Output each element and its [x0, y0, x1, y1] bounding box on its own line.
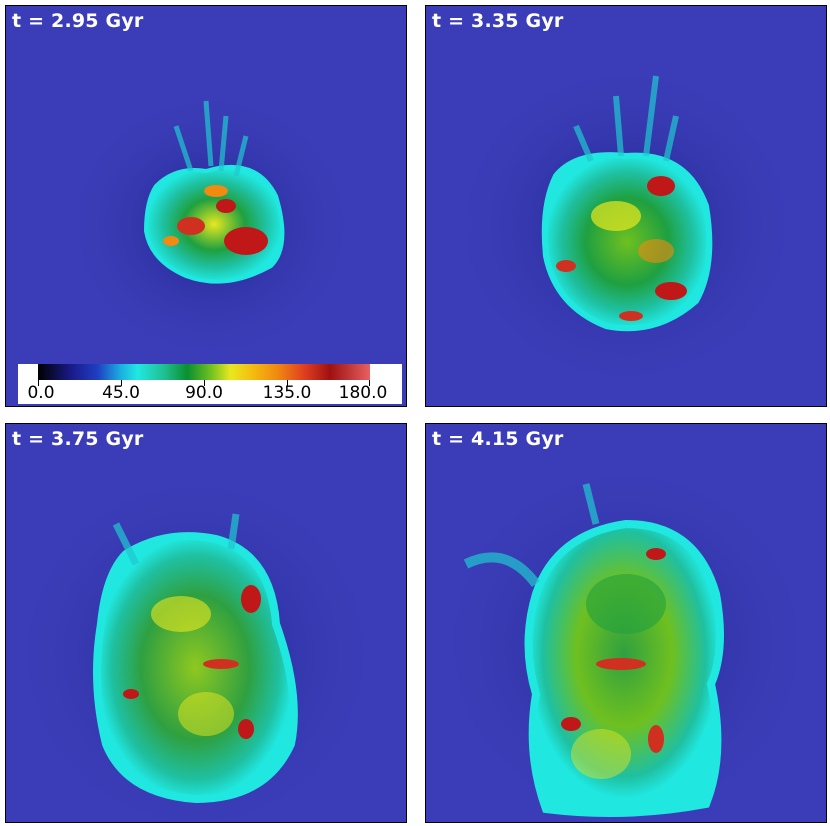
time-label: t = 3.75 Gyr	[12, 428, 144, 450]
simulation-image	[426, 6, 826, 406]
panel-t295: t = 2.95 Gyr 0.0 45.0 90.0 135.0 180.0	[5, 5, 407, 407]
time-label: t = 3.35 Gyr	[432, 10, 564, 32]
panel-t415: t = 4.15 Gyr	[425, 423, 827, 823]
time-label: t = 4.15 Gyr	[432, 428, 564, 450]
colorbar-tick-label: 90.0	[185, 383, 223, 403]
simulation-image	[6, 424, 406, 822]
colorbar-tick	[287, 380, 288, 386]
colorbar-tick-label: 135.0	[262, 383, 312, 403]
simulation-image	[6, 6, 406, 406]
colorbar-tick-label: 180.0	[338, 383, 388, 403]
colorbar-tick	[38, 380, 39, 386]
panel-t335: t = 3.35 Gyr	[425, 5, 827, 407]
time-label: t = 2.95 Gyr	[12, 10, 144, 32]
colorbar-tick	[369, 380, 370, 386]
colorbar-tick	[204, 380, 205, 386]
colorbar-gradient	[38, 364, 370, 380]
simulation-image	[426, 424, 826, 822]
colorbar-tick	[121, 380, 122, 386]
colorbar: 0.0 45.0 90.0 135.0 180.0	[18, 364, 402, 404]
colorbar-tick-label: 45.0	[102, 383, 140, 403]
colorbar-tick-label: 0.0	[27, 383, 55, 403]
panel-t375: t = 3.75 Gyr	[5, 423, 407, 823]
